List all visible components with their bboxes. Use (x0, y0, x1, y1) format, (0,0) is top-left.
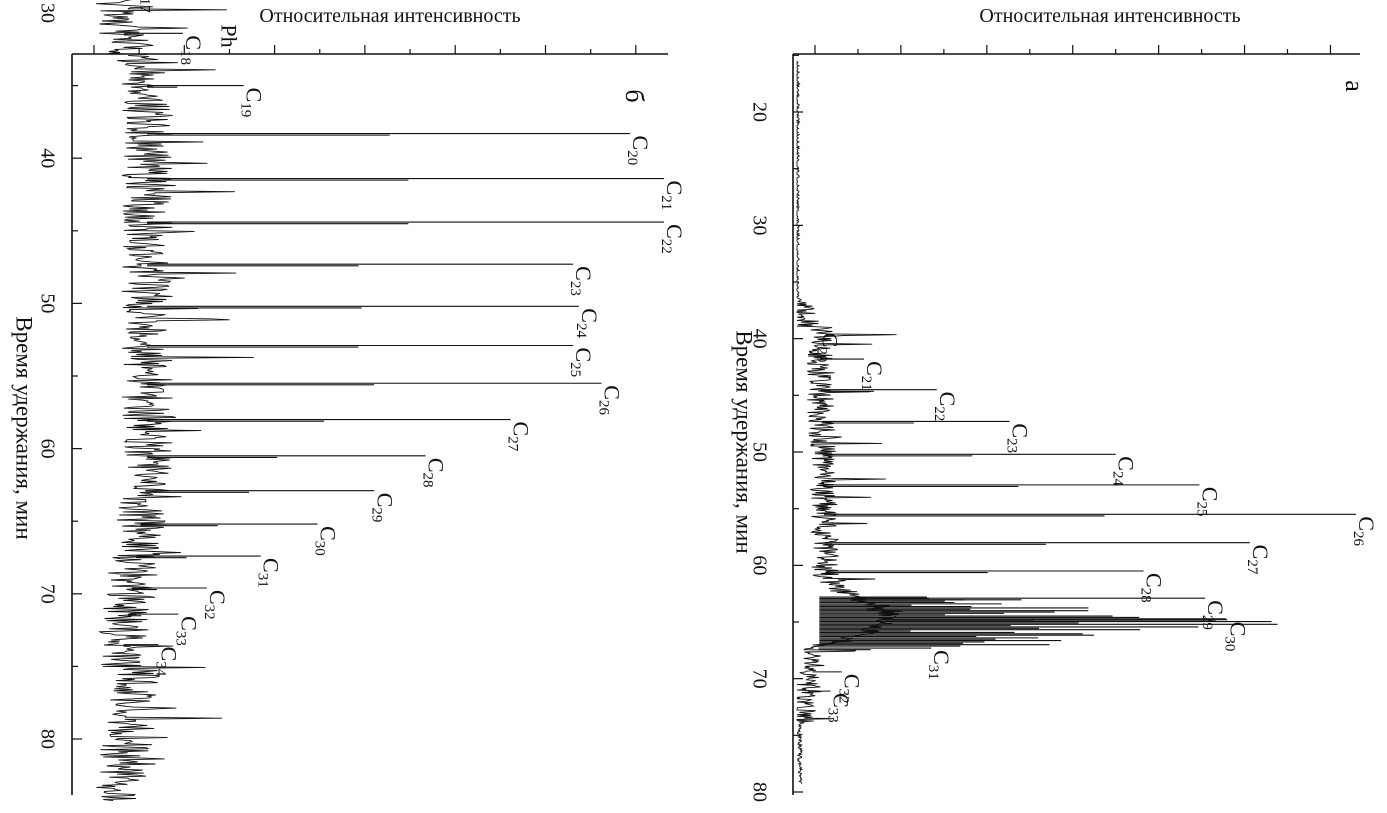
peak-label-c19: C19 (237, 88, 266, 118)
peak-label-c30: C30 (311, 526, 340, 556)
time-tick-label: 20 (748, 102, 770, 122)
peak-label-c21: C21 (658, 181, 687, 211)
peak-label-c30: C30 (1221, 622, 1250, 652)
peak-label-c22: C22 (930, 392, 959, 422)
peak-label-c28: C28 (1137, 573, 1166, 603)
time-tick-label: 40 (748, 329, 770, 349)
peak-label-c32: C32 (200, 590, 229, 620)
peak-label-c23: C23 (1003, 423, 1032, 453)
peak-label-c25: C25 (567, 348, 596, 378)
peak-label-c32: C32 (835, 674, 864, 704)
chromatogram-trace (95, 0, 254, 802)
time-axis-label: Время удержания, мин (12, 316, 37, 539)
peak-label-c26: C26 (1350, 516, 1379, 546)
time-tick-label: 70 (36, 584, 58, 604)
time-tick-label: 80 (36, 729, 58, 749)
panel-a: Относительная интенсивность 20 30 40 50 60 70 8… (732, 5, 1379, 802)
peak-label-c33: C33 (172, 616, 201, 646)
peak-label-c31: C31 (254, 558, 283, 588)
peak-label-c21: C21 (858, 361, 887, 391)
peak-label-c26: C26 (595, 385, 624, 415)
intensity-axis-label: Относительная интенсивность (979, 5, 1240, 27)
chromatogram-trace (795, 61, 904, 784)
panel-label: б (620, 89, 649, 102)
peak-label-c18: C18 (176, 35, 205, 65)
peak-label-c31: C31 (925, 650, 954, 680)
peak-label-c28: C28 (419, 458, 448, 488)
peak-label-c23: C23 (567, 266, 596, 296)
peak-label-c20: C20 (813, 333, 842, 363)
time-tick-label: 50 (36, 293, 58, 313)
time-tick-label: 70 (748, 669, 770, 689)
peak-label-c27: C27 (1243, 545, 1272, 575)
time-tick-label: 60 (748, 555, 770, 575)
peak-label-c33: C33 (824, 693, 853, 723)
peak-label-c24: C24 (1109, 456, 1138, 486)
time-tick-label: 30 (36, 3, 58, 23)
time-tick-label: 80 (748, 782, 770, 802)
time-axis-label: Время удержания, мин (732, 330, 757, 553)
peak-label-c27: C27 (504, 422, 533, 452)
time-tick-label: 50 (748, 442, 770, 462)
peak-label-c20: C20 (623, 136, 652, 166)
time-tick-label: 30 (748, 215, 770, 235)
peak-label-c29: C29 (368, 493, 397, 523)
peak-label-c34: C34 (152, 647, 181, 677)
peak-label-ph: Ph (217, 24, 242, 47)
peak-label-c22: C22 (658, 224, 687, 254)
peak-label-c24: C24 (572, 308, 601, 338)
time-tick-label: 60 (36, 439, 58, 459)
panel-b: Относительная интенсивность2030405060708… (12, 0, 687, 802)
panel-label: а (1340, 80, 1369, 92)
intensity-axis-label: Относительная интенсивность (259, 5, 520, 27)
time-tick-label: 40 (36, 148, 58, 168)
peak-label-c25: C25 (1193, 487, 1222, 517)
peak-label-c17: C17 (136, 0, 165, 13)
peak-label-c29: C29 (1199, 600, 1228, 630)
